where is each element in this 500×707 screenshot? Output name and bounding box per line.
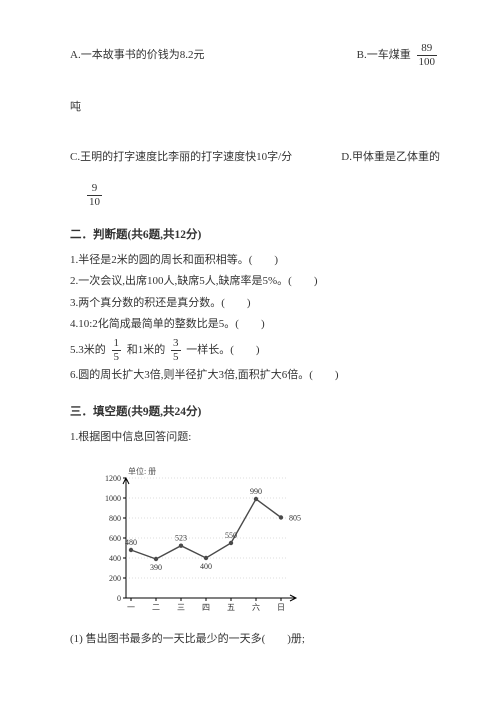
q2-2: 2.一次会议,出席100人,缺席5人,缺席率是5%。( ) xyxy=(70,273,440,291)
q2-5-a: 5.3米的 xyxy=(70,344,106,356)
q2-5-b: 和1米的 xyxy=(127,344,166,356)
svg-text:二: 二 xyxy=(152,603,160,612)
q2-5: 5.3米的 1 5 和1米的 3 5 一样长。( ) xyxy=(70,338,440,363)
svg-text:523: 523 xyxy=(175,534,187,543)
svg-text:990: 990 xyxy=(250,487,262,496)
svg-text:六: 六 xyxy=(252,602,260,612)
option-b: B.一车煤重 89 100 xyxy=(357,43,440,68)
option-b-fraction: 89 100 xyxy=(417,43,438,68)
svg-text:800: 800 xyxy=(109,514,121,523)
svg-text:550: 550 xyxy=(225,531,237,540)
option-b-prefix: B.一车煤重 xyxy=(357,49,411,61)
option-d-prefix: D.甲体重是乙体重的 xyxy=(341,148,440,164)
option-b-unit: 吨 xyxy=(70,99,440,117)
svg-text:805: 805 xyxy=(289,514,301,523)
svg-text:1000: 1000 xyxy=(105,494,121,503)
q2-5-frac1: 1 5 xyxy=(112,338,122,363)
svg-text:600: 600 xyxy=(109,534,121,543)
svg-text:五: 五 xyxy=(227,603,235,612)
q2-3: 3.两个真分数的积还是真分数。( ) xyxy=(70,295,440,313)
svg-text:四: 四 xyxy=(202,603,210,612)
svg-text:400: 400 xyxy=(109,554,121,563)
svg-text:日: 日 xyxy=(277,603,285,612)
option-a: A.一本故事书的价钱为8.2元 xyxy=(70,46,204,62)
svg-text:一: 一 xyxy=(127,603,135,612)
q2-6: 6.圆的周长扩大3倍,则半径扩大3倍,面积扩大6倍。( ) xyxy=(70,367,440,385)
svg-text:三: 三 xyxy=(177,603,185,612)
svg-text:1200: 1200 xyxy=(105,474,121,483)
option-c: C.王明的打字速度比李丽的打字速度快10字/分 xyxy=(70,148,292,164)
svg-text:390: 390 xyxy=(150,563,162,572)
q2-4: 4.10:2化简成最简单的整数比是5。( ) xyxy=(70,316,440,334)
svg-text:400: 400 xyxy=(200,562,212,571)
q2-5-frac2: 3 5 xyxy=(171,338,181,363)
q3-1-sub1: (1) 售出图书最多的一天比最少的一天多( )册; xyxy=(70,631,440,649)
q2-1: 1.半径是2米的圆的周长和面积相等。( ) xyxy=(70,252,440,270)
q3-1: 1.根据图中信息回答问题: xyxy=(70,429,440,447)
option-d-fraction: 9 10 xyxy=(87,183,102,208)
q2-5-c: 一样长。( ) xyxy=(186,344,259,356)
svg-text:0: 0 xyxy=(117,594,121,603)
line-chart: 单位: 册 0 200 400 600 800 1000 1200 一 二 三 四 五 六 日 480 390 5… xyxy=(94,460,440,623)
svg-text:200: 200 xyxy=(109,574,121,583)
section2-title: 二．判断题(共6题,共12分) xyxy=(70,226,440,242)
section3-title: 三．填空题(共9题,共24分) xyxy=(70,403,440,419)
svg-text:单位: 册: 单位: 册 xyxy=(128,466,156,476)
svg-text:480: 480 xyxy=(125,538,137,547)
